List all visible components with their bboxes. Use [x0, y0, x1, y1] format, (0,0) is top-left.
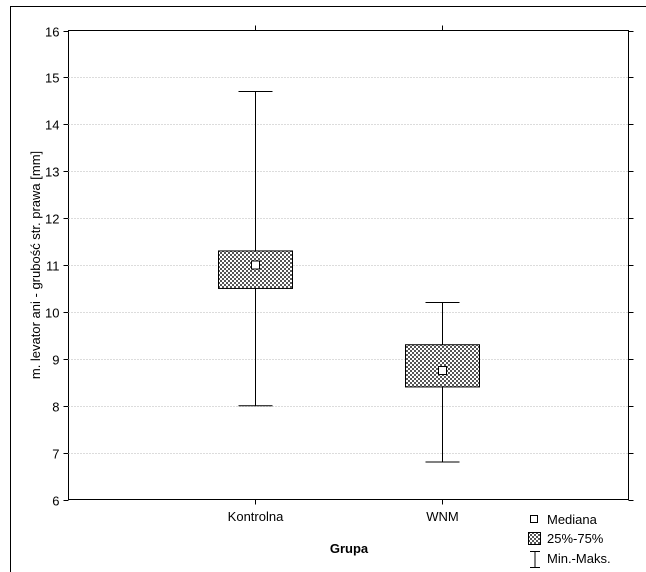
- legend: Mediana 25%-75% Min.-Maks.: [528, 512, 611, 568]
- legend-whisker-swatch: [530, 551, 540, 568]
- gridlines: [68, 77, 629, 454]
- y-tick-label: 13: [45, 165, 59, 180]
- x-axis-ticks: Kontrolna WNM: [228, 25, 459, 524]
- box-series: [218, 90, 480, 463]
- y-tick-label: 8: [52, 400, 59, 415]
- y-tick-label: 9: [52, 353, 59, 368]
- y-axis-ticks: 6 7 8 9 10 11 12 13 14 15 16: [45, 25, 634, 509]
- legend-box-swatch: [528, 532, 541, 545]
- y-tick-label: 11: [46, 259, 60, 274]
- x-tick-label: Kontrolna: [228, 509, 284, 524]
- y-tick-label: 15: [45, 71, 59, 86]
- legend-median-swatch: [530, 515, 538, 523]
- y-axis-label: m. levator ani - grubość str. prawa [mm]: [28, 151, 43, 379]
- box-wnm: [405, 302, 480, 463]
- y-tick-label: 14: [45, 118, 59, 133]
- legend-median-label: Mediana: [547, 512, 598, 527]
- y-tick-label: 16: [45, 25, 59, 40]
- median-marker: [251, 260, 260, 270]
- y-tick-label: 6: [52, 494, 59, 509]
- iqr-box: [405, 344, 480, 388]
- legend-whisker-label: Min.-Maks.: [547, 551, 611, 566]
- y-tick-label: 7: [52, 447, 59, 462]
- legend-box-label: 25%-75%: [547, 531, 604, 546]
- y-tick-label: 12: [45, 212, 59, 227]
- x-axis-label: Grupa: [330, 541, 369, 556]
- iqr-box: [218, 250, 293, 289]
- y-tick-label: 10: [45, 306, 59, 321]
- figure-frame: [10, 6, 646, 572]
- median-marker: [438, 366, 447, 376]
- box-kontrolna: [218, 90, 293, 407]
- x-tick-label: WNM: [426, 509, 459, 524]
